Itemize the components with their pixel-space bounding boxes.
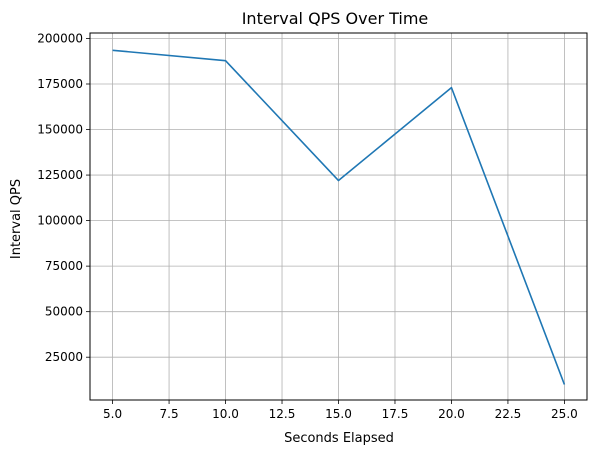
chart-title: Interval QPS Over Time	[242, 9, 429, 28]
x-tick-label: 15.0	[325, 407, 352, 421]
y-axis-ticks: 25000 50000 75000 100000 125000 150000 175000 2…	[37, 31, 90, 364]
x-axis-ticks: 5.0 7.5 10.0 12.5 15.0 17.5 20.0 22.5 25.0	[103, 400, 578, 421]
series-line	[112, 49, 566, 385]
y-tick-label: 175000	[37, 77, 83, 91]
series-layer	[112, 49, 566, 385]
y-tick-label: 25000	[45, 350, 83, 364]
y-tick-label: 75000	[45, 259, 83, 273]
x-axis-label: Seconds Elapsed	[284, 431, 394, 446]
x-tick-label: 10.0	[212, 407, 239, 421]
x-tick-label: 22.5	[495, 407, 522, 421]
x-tick-label: 12.5	[269, 407, 296, 421]
y-tick-label: 125000	[37, 168, 83, 182]
y-axis-label: Interval QPS	[9, 179, 24, 259]
y-tick-label: 100000	[37, 214, 83, 228]
y-tick-label: 50000	[45, 305, 83, 319]
x-tick-label: 5.0	[103, 407, 122, 421]
x-tick-label: 20.0	[438, 407, 465, 421]
x-tick-label: 25.0	[551, 407, 578, 421]
y-tick-label: 150000	[37, 123, 83, 137]
grid	[90, 33, 587, 400]
x-tick-label: 17.5	[382, 407, 409, 421]
x-tick-label: 7.5	[160, 407, 179, 421]
y-tick-label: 200000	[37, 31, 83, 45]
